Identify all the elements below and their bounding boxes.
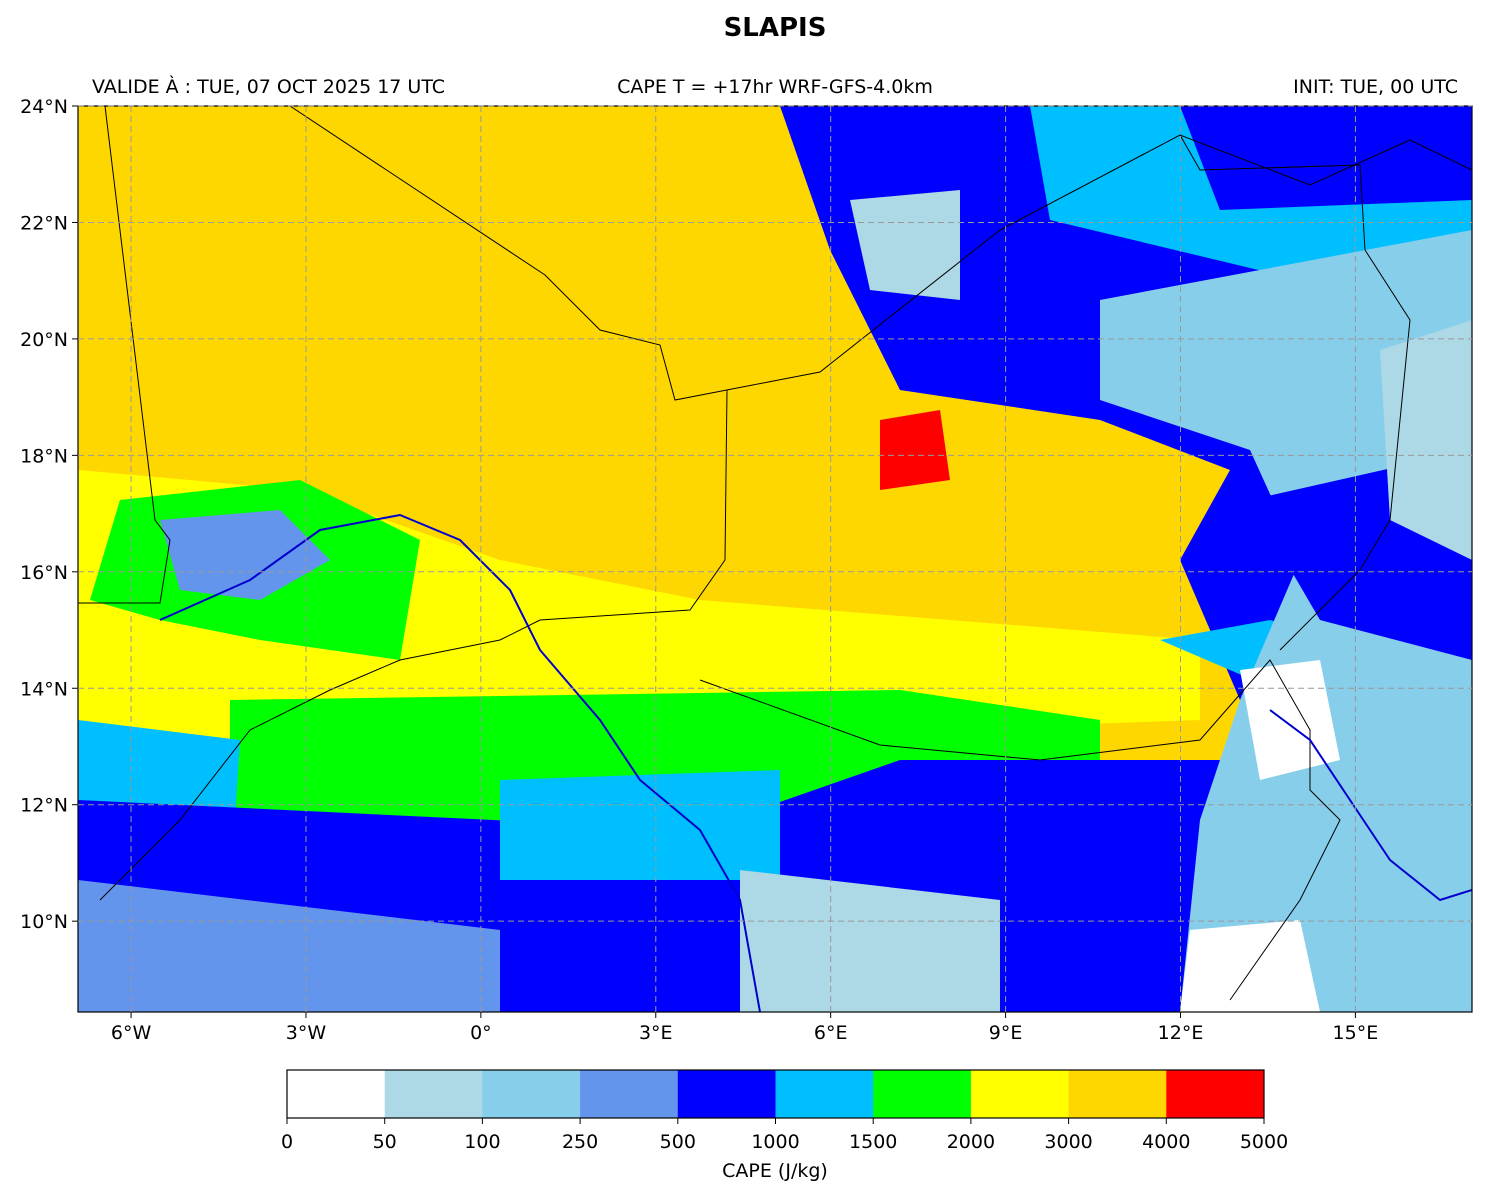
colorbar-swatch [1166, 1070, 1265, 1118]
cape-region [1240, 660, 1340, 780]
colorbar-label: CAPE (J/kg) [722, 1160, 828, 1182]
y-tick-label: 18°N [20, 445, 68, 467]
x-tick-label: 3°E [639, 1022, 673, 1044]
colorbar-swatch [873, 1070, 972, 1118]
cape-region [880, 410, 950, 490]
river [1269, 709, 1472, 902]
y-tick-label: 16°N [20, 562, 68, 584]
colorbar-swatch [775, 1070, 874, 1118]
colorbar-tick-label: 500 [660, 1131, 696, 1153]
x-tick-label: 9°E [989, 1022, 1023, 1044]
y-tick-label: 14°N [20, 678, 68, 700]
colorbar-tick-label: 250 [562, 1131, 598, 1153]
x-tick-label: 12°E [1158, 1022, 1204, 1044]
cape-region [740, 870, 1000, 1012]
colorbar-tick-label: 5000 [1240, 1131, 1288, 1153]
river [159, 513, 761, 1012]
colorbar-tick-label: 100 [464, 1131, 500, 1153]
colorbar-tick-label: 2000 [947, 1131, 995, 1153]
border [1179, 134, 1411, 651]
colorbar-tick-label: 50 [373, 1131, 397, 1153]
x-tick-label: 6°E [814, 1022, 848, 1044]
cape-region [78, 880, 500, 1012]
colorbar-swatch [970, 1070, 1070, 1118]
colorbar-swatch [677, 1070, 776, 1118]
cape-region [500, 770, 780, 880]
product: CAPE T = +17hr WRF-GFS-4.0km [617, 76, 933, 98]
title: SLAPIS [724, 13, 827, 43]
border [99, 389, 728, 901]
y-tick-label: 24°N [20, 96, 68, 118]
border [289, 106, 1472, 401]
y-tick-label: 12°N [20, 795, 68, 817]
y-tick-label: 10°N [20, 911, 68, 933]
cape-field [78, 106, 1472, 1012]
colorbar-swatch [482, 1070, 581, 1118]
init-time: INIT: TUE, 00 UTC [1293, 76, 1458, 98]
colorbar-tick-label: 1000 [751, 1131, 799, 1153]
valid-time: VALIDE À : TUE, 07 OCT 2025 17 UTC [92, 75, 445, 98]
cape-region [850, 190, 960, 300]
y-tick-label: 22°N [20, 212, 68, 234]
colorbar-swatch [384, 1070, 483, 1118]
cape-region [1100, 230, 1472, 1012]
colorbar-tick-label: 3000 [1044, 1131, 1092, 1153]
colorbar-swatch [580, 1070, 679, 1118]
map-frame [77, 105, 1473, 1013]
cape-region [1180, 920, 1320, 1012]
cape-region [1380, 320, 1472, 560]
x-tick-label: 3°W [286, 1022, 327, 1044]
colorbar-swatch [287, 1070, 386, 1118]
colorbar-tick-label: 4000 [1142, 1131, 1190, 1153]
colorbar-swatch [1068, 1070, 1167, 1118]
border [699, 659, 1341, 1001]
cape-region [1030, 106, 1472, 280]
colorbar-tick-label: 1500 [849, 1131, 897, 1153]
x-tick-label: 15°E [1333, 1022, 1379, 1044]
cape-region [160, 510, 330, 600]
border [78, 106, 171, 604]
y-tick-label: 20°N [20, 329, 68, 351]
colorbar-tick-label: 0 [281, 1131, 293, 1153]
x-tick-label: 6°W [111, 1022, 152, 1044]
x-tick-label: 0° [470, 1022, 492, 1044]
